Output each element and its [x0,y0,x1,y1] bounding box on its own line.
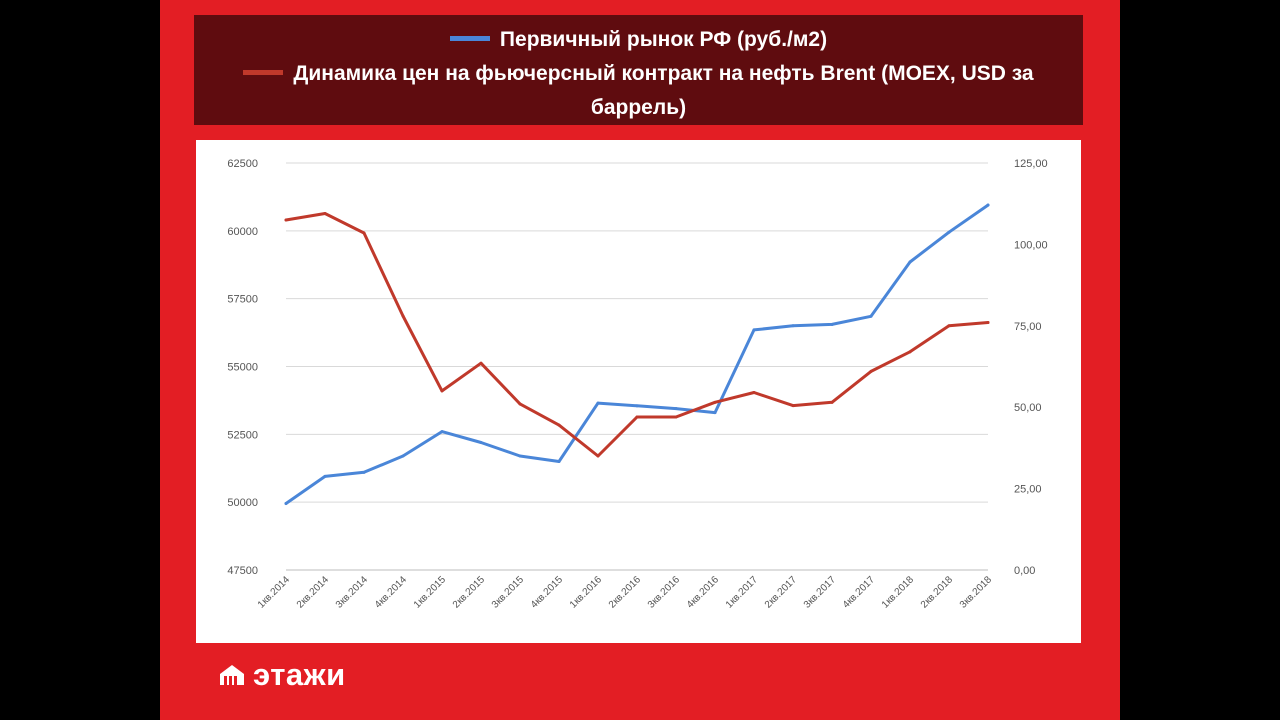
x-tick-label: 3кв.2014 [334,574,371,611]
x-tick-label: 1кв.2017 [724,574,761,611]
series-2-point [908,350,912,354]
x-tick-label: 3кв.2015 [490,574,527,611]
series-1-point [284,502,288,506]
x-tick-label: 1кв.2014 [256,574,293,611]
legend-label-primary-market: Первичный рынок РФ (руб./м2) [499,28,828,51]
series-1-point [479,440,483,444]
series-1-point [518,454,522,458]
series-1-point [947,230,951,234]
x-tick-label: 2кв.2016 [607,574,644,611]
series-1-point [986,203,990,207]
y-left-tick-label: 60000 [227,226,258,238]
line-chart: 47500 50000 52500 55000 57500 60000 62500 0,00 2… [227,158,1048,611]
series-2-point [713,400,717,404]
series-2-point [284,218,288,222]
x-tick-label: 2кв.2015 [451,574,488,611]
y-left-tick-label: 62500 [227,158,258,170]
series-2-point [830,400,834,404]
legend-swatch-blue [449,35,490,41]
chart-legend: Первичный рынок РФ (руб./м2) Динамика це… [194,15,1083,125]
series-1-point [362,470,366,474]
x-tick-label: 3кв.2018 [958,574,995,611]
series-2-point [440,389,444,393]
series-2-point [518,402,522,406]
series-line-2 [284,212,990,458]
x-tick-label: 3кв.2017 [802,574,839,611]
legend-label-brent-cont: баррель) [590,96,687,119]
y-right-tick-label: 0,00 [1014,565,1035,577]
series-1-point [908,260,912,264]
series-2-point [752,391,756,395]
x-tick-label: 1кв.2015 [412,574,449,611]
y-left-tick-label: 47500 [227,565,258,577]
x-tick-label: 3кв.2016 [646,574,683,611]
legend-entry-brent: Динамика цен на фьючерсный контракт на н… [194,57,1083,91]
series-2-point [635,415,639,419]
x-tick-label: 2кв.2018 [919,574,956,611]
series-2-point [362,231,366,235]
series-1-point [557,459,561,463]
series-1-point [791,324,795,328]
series-2-point [869,369,873,373]
series-2-point [986,321,990,325]
series-2-point [674,415,678,419]
series-2-point [596,454,600,458]
brand-logo: этажи [219,657,346,693]
series-1-point [440,430,444,434]
y-right-tick-label: 100,00 [1014,239,1048,251]
y-right-tick-label: 50,00 [1014,402,1042,414]
y-left-tick-label: 57500 [227,294,258,306]
series-1-point [323,474,327,478]
x-tick-label: 2кв.2014 [295,574,332,611]
legend-entry-primary-market: Первичный рынок РФ (руб./м2) [194,23,1083,57]
series-1-point [635,404,639,408]
x-tick-label: 4кв.2016 [685,574,722,611]
series-1-point [869,314,873,318]
legend-swatch-red [243,69,284,75]
house-logo-icon [220,665,244,685]
x-tick-label: 4кв.2017 [841,574,878,611]
x-tick-label: 1кв.2016 [568,574,605,611]
y-right-tick-label: 75,00 [1014,321,1042,333]
series-1-point [830,322,834,326]
y-left-tick-label: 52500 [227,429,258,441]
series-2-point [947,324,951,328]
series-line-1 [284,203,990,505]
series-2-point [323,211,327,215]
x-tick-label: 4кв.2015 [529,574,566,611]
series-1-point [713,411,717,415]
series-2-point [401,314,405,318]
series-2-point [479,361,483,365]
y-right-tick-label: 125,00 [1014,158,1048,170]
series-1-point [752,328,756,332]
y-left-tick-label: 55000 [227,362,258,374]
x-tick-label: 4кв.2014 [373,574,410,611]
series-1-point [401,454,405,458]
brand-name: этажи [253,657,346,692]
series-1-point [674,407,678,411]
chart-area: 47500 50000 52500 55000 57500 60000 62500 0,00 2… [196,140,1081,643]
legend-label-brent: Динамика цен на фьючерсный контракт на н… [293,62,1034,85]
x-tick-label: 1кв.2018 [880,574,917,611]
series-2-point [791,404,795,408]
series-1-point [596,401,600,405]
y-left-tick-label: 50000 [227,497,258,509]
y-right-tick-label: 25,00 [1014,484,1042,496]
x-tick-label: 2кв.2017 [763,574,800,611]
series-2-point [557,423,561,427]
